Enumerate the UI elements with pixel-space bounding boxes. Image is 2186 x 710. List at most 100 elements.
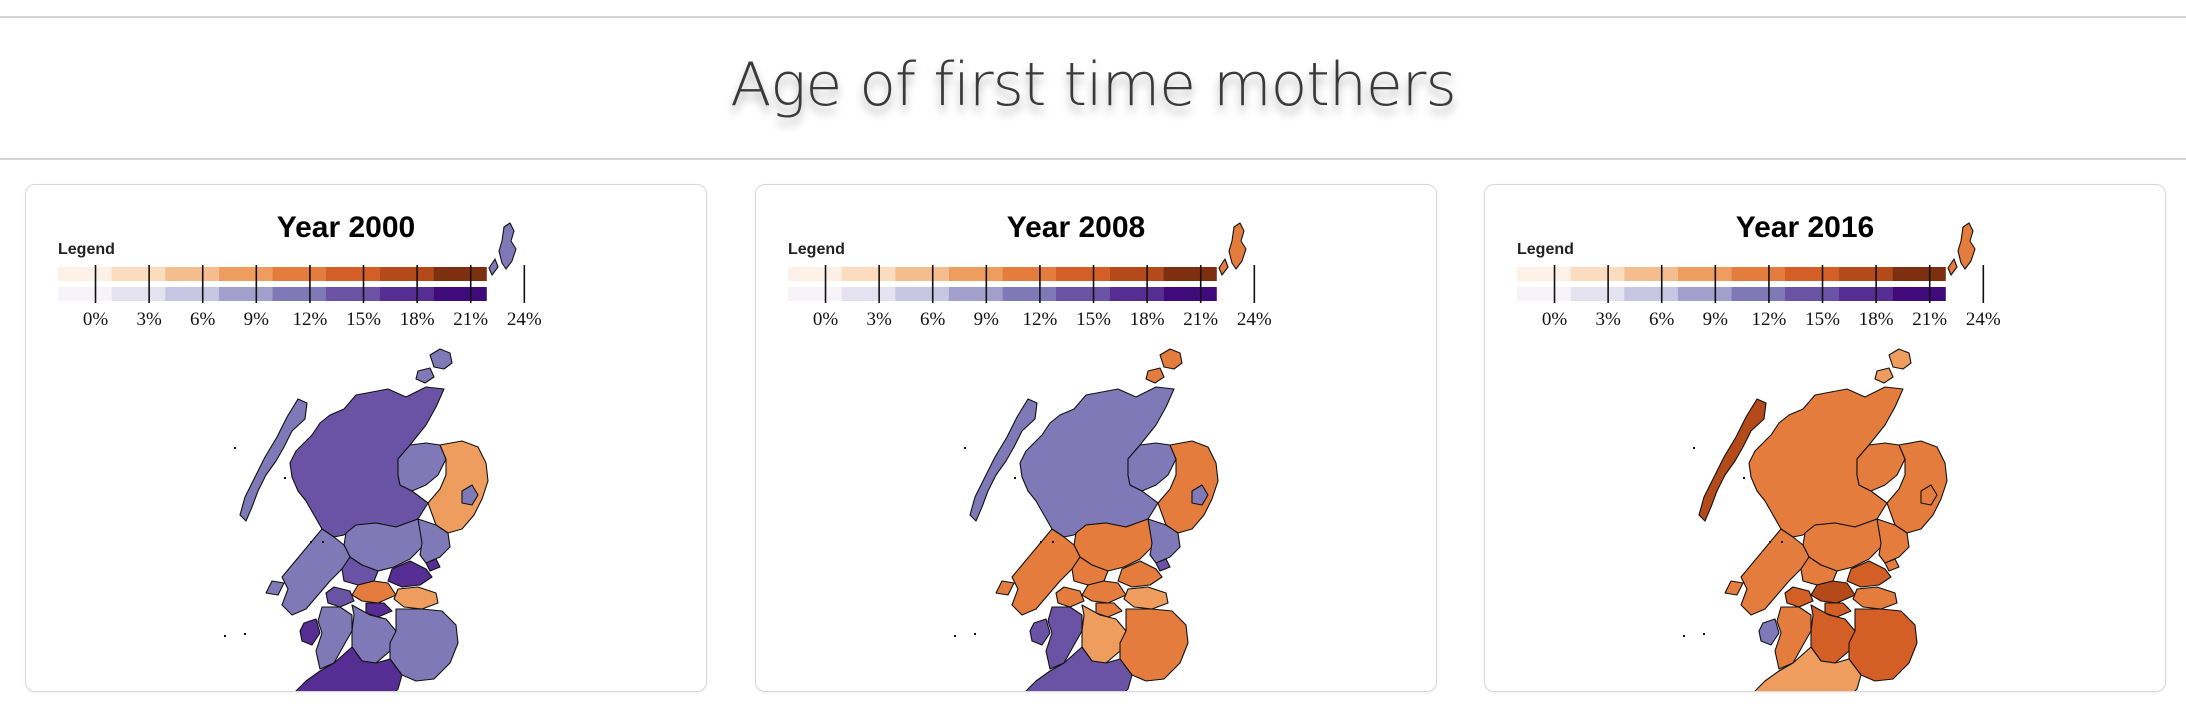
- legend-tick-label: 0%: [1542, 309, 1568, 330]
- legend-swatch-orange: [58, 267, 112, 281]
- region-argyll-bute[interactable]: [265, 528, 351, 616]
- legend-swatch-purple: [788, 287, 842, 301]
- islet-mark: [1693, 447, 1695, 449]
- region-aberdeen-city[interactable]: [461, 484, 479, 506]
- legend-swatch-orange: [165, 267, 219, 281]
- region-borders[interactable]: [1119, 608, 1189, 682]
- region-shetland[interactable]: [488, 222, 517, 276]
- legend-swatch-orange: [1838, 267, 1893, 281]
- legend-swatch-orange: [379, 267, 434, 281]
- legend-swatch-purple: [1570, 287, 1625, 301]
- islet-mark: [244, 633, 246, 635]
- region-arran[interactable]: [1758, 618, 1780, 646]
- legend-tick-label: 18%: [1859, 309, 1894, 330]
- region-west-lothian[interactable]: [1095, 602, 1123, 618]
- top-divider: [0, 16, 2186, 18]
- region-orkney[interactable]: [1874, 348, 1912, 384]
- region-argyll-bute[interactable]: [995, 528, 1081, 616]
- legend-swatch-purple: [1624, 287, 1678, 301]
- region-glasgow[interactable]: [1055, 586, 1085, 608]
- scotland-map: [1683, 222, 1976, 691]
- map-year-title: Year 2008: [1007, 211, 1145, 244]
- region-fife[interactable]: [387, 560, 433, 588]
- legend-swatch-orange: [788, 267, 842, 281]
- region-aberdeenshire[interactable]: [427, 440, 489, 534]
- legend-swatch-purple: [1892, 287, 1946, 301]
- legend-swatch-orange: [1785, 267, 1839, 281]
- legend-swatch-purple: [165, 287, 219, 301]
- legend-swatch-purple: [1002, 287, 1056, 301]
- legend-swatch-purple: [58, 287, 112, 301]
- map-year-title: Year 2000: [277, 211, 415, 244]
- region-shetland[interactable]: [1947, 222, 1976, 276]
- region-central-belt[interactable]: [1081, 580, 1127, 604]
- region-moray[interactable]: [1856, 442, 1906, 492]
- legend-swatch-orange: [841, 267, 896, 281]
- islet-mark: [1052, 541, 1054, 543]
- map-svg: Legend 0% 3% 6% 9% 12% 15% 18% 21% 24% Year 2000: [58, 211, 542, 691]
- legend-swatch-orange: [1163, 267, 1217, 281]
- region-aberdeen-city[interactable]: [1191, 484, 1209, 506]
- legend: Legend 0% 3% 6% 9% 12% 15% 18% 21% 24%: [58, 241, 542, 330]
- region-western-isles[interactable]: [239, 398, 308, 522]
- legend-swatch-purple: [1677, 287, 1732, 301]
- islet-mark: [322, 541, 324, 543]
- region-dundee[interactable]: [425, 558, 441, 572]
- region-central-belt[interactable]: [1810, 580, 1856, 604]
- region-west-lothian[interactable]: [365, 602, 393, 618]
- region-edinburgh[interactable]: [1852, 586, 1898, 610]
- region-orkney[interactable]: [415, 348, 453, 384]
- legend-tick-label: 0%: [813, 309, 839, 330]
- region-aberdeen-city[interactable]: [1920, 484, 1938, 506]
- legend-swatch-purple: [1109, 287, 1164, 301]
- region-borders[interactable]: [1848, 608, 1918, 682]
- legend-swatch-purple: [326, 287, 380, 301]
- legend-swatch-orange: [1002, 267, 1056, 281]
- legend-title: Legend: [1517, 241, 1574, 258]
- region-moray[interactable]: [1127, 442, 1177, 492]
- region-dundee[interactable]: [1884, 558, 1900, 572]
- region-dumfries-galloway[interactable]: [295, 646, 403, 691]
- legend-swatch-purple: [1517, 287, 1571, 301]
- legend-swatch-purple: [111, 287, 166, 301]
- legend-tick-label: 15%: [1076, 309, 1111, 330]
- region-aberdeenshire[interactable]: [1886, 440, 1948, 534]
- region-arran[interactable]: [299, 618, 321, 646]
- region-angus[interactable]: [417, 518, 451, 564]
- legend-swatch-purple: [433, 287, 487, 301]
- region-dumfries-galloway[interactable]: [1754, 646, 1862, 691]
- page-title: Age of first time mothers: [730, 50, 1456, 120]
- region-argyll-bute[interactable]: [1724, 528, 1810, 616]
- region-fife[interactable]: [1846, 560, 1892, 588]
- region-aberdeenshire[interactable]: [1157, 440, 1219, 534]
- legend-tick-label: 6%: [1649, 309, 1675, 330]
- region-angus[interactable]: [1147, 518, 1181, 564]
- legend-swatch-purple: [1838, 287, 1893, 301]
- region-west-lothian[interactable]: [1824, 602, 1852, 618]
- region-orkney[interactable]: [1145, 348, 1183, 384]
- region-shetland[interactable]: [1218, 222, 1247, 276]
- region-glasgow[interactable]: [325, 586, 355, 608]
- region-fife[interactable]: [1117, 560, 1163, 588]
- legend-swatch-orange: [218, 267, 273, 281]
- region-western-isles[interactable]: [1698, 398, 1767, 522]
- legend-tick-label: 9%: [244, 309, 270, 330]
- legend-swatch-purple: [948, 287, 1003, 301]
- region-central-belt[interactable]: [351, 580, 397, 604]
- region-edinburgh[interactable]: [1123, 586, 1169, 610]
- legend-tick-label: 3%: [1595, 309, 1621, 330]
- region-western-isles[interactable]: [969, 398, 1038, 522]
- region-dundee[interactable]: [1155, 558, 1171, 572]
- legend-tick-label: 18%: [400, 309, 435, 330]
- region-borders[interactable]: [389, 608, 459, 682]
- islet-mark: [1014, 477, 1016, 479]
- legend-swatch-purple: [379, 287, 434, 301]
- region-arran[interactable]: [1029, 618, 1051, 646]
- region-dumfries-galloway[interactable]: [1025, 646, 1133, 691]
- region-edinburgh[interactable]: [393, 586, 439, 610]
- legend-swatch-purple: [841, 287, 896, 301]
- map-year-title: Year 2016: [1736, 211, 1874, 244]
- region-angus[interactable]: [1876, 518, 1910, 564]
- region-moray[interactable]: [397, 442, 447, 492]
- region-glasgow[interactable]: [1784, 586, 1814, 608]
